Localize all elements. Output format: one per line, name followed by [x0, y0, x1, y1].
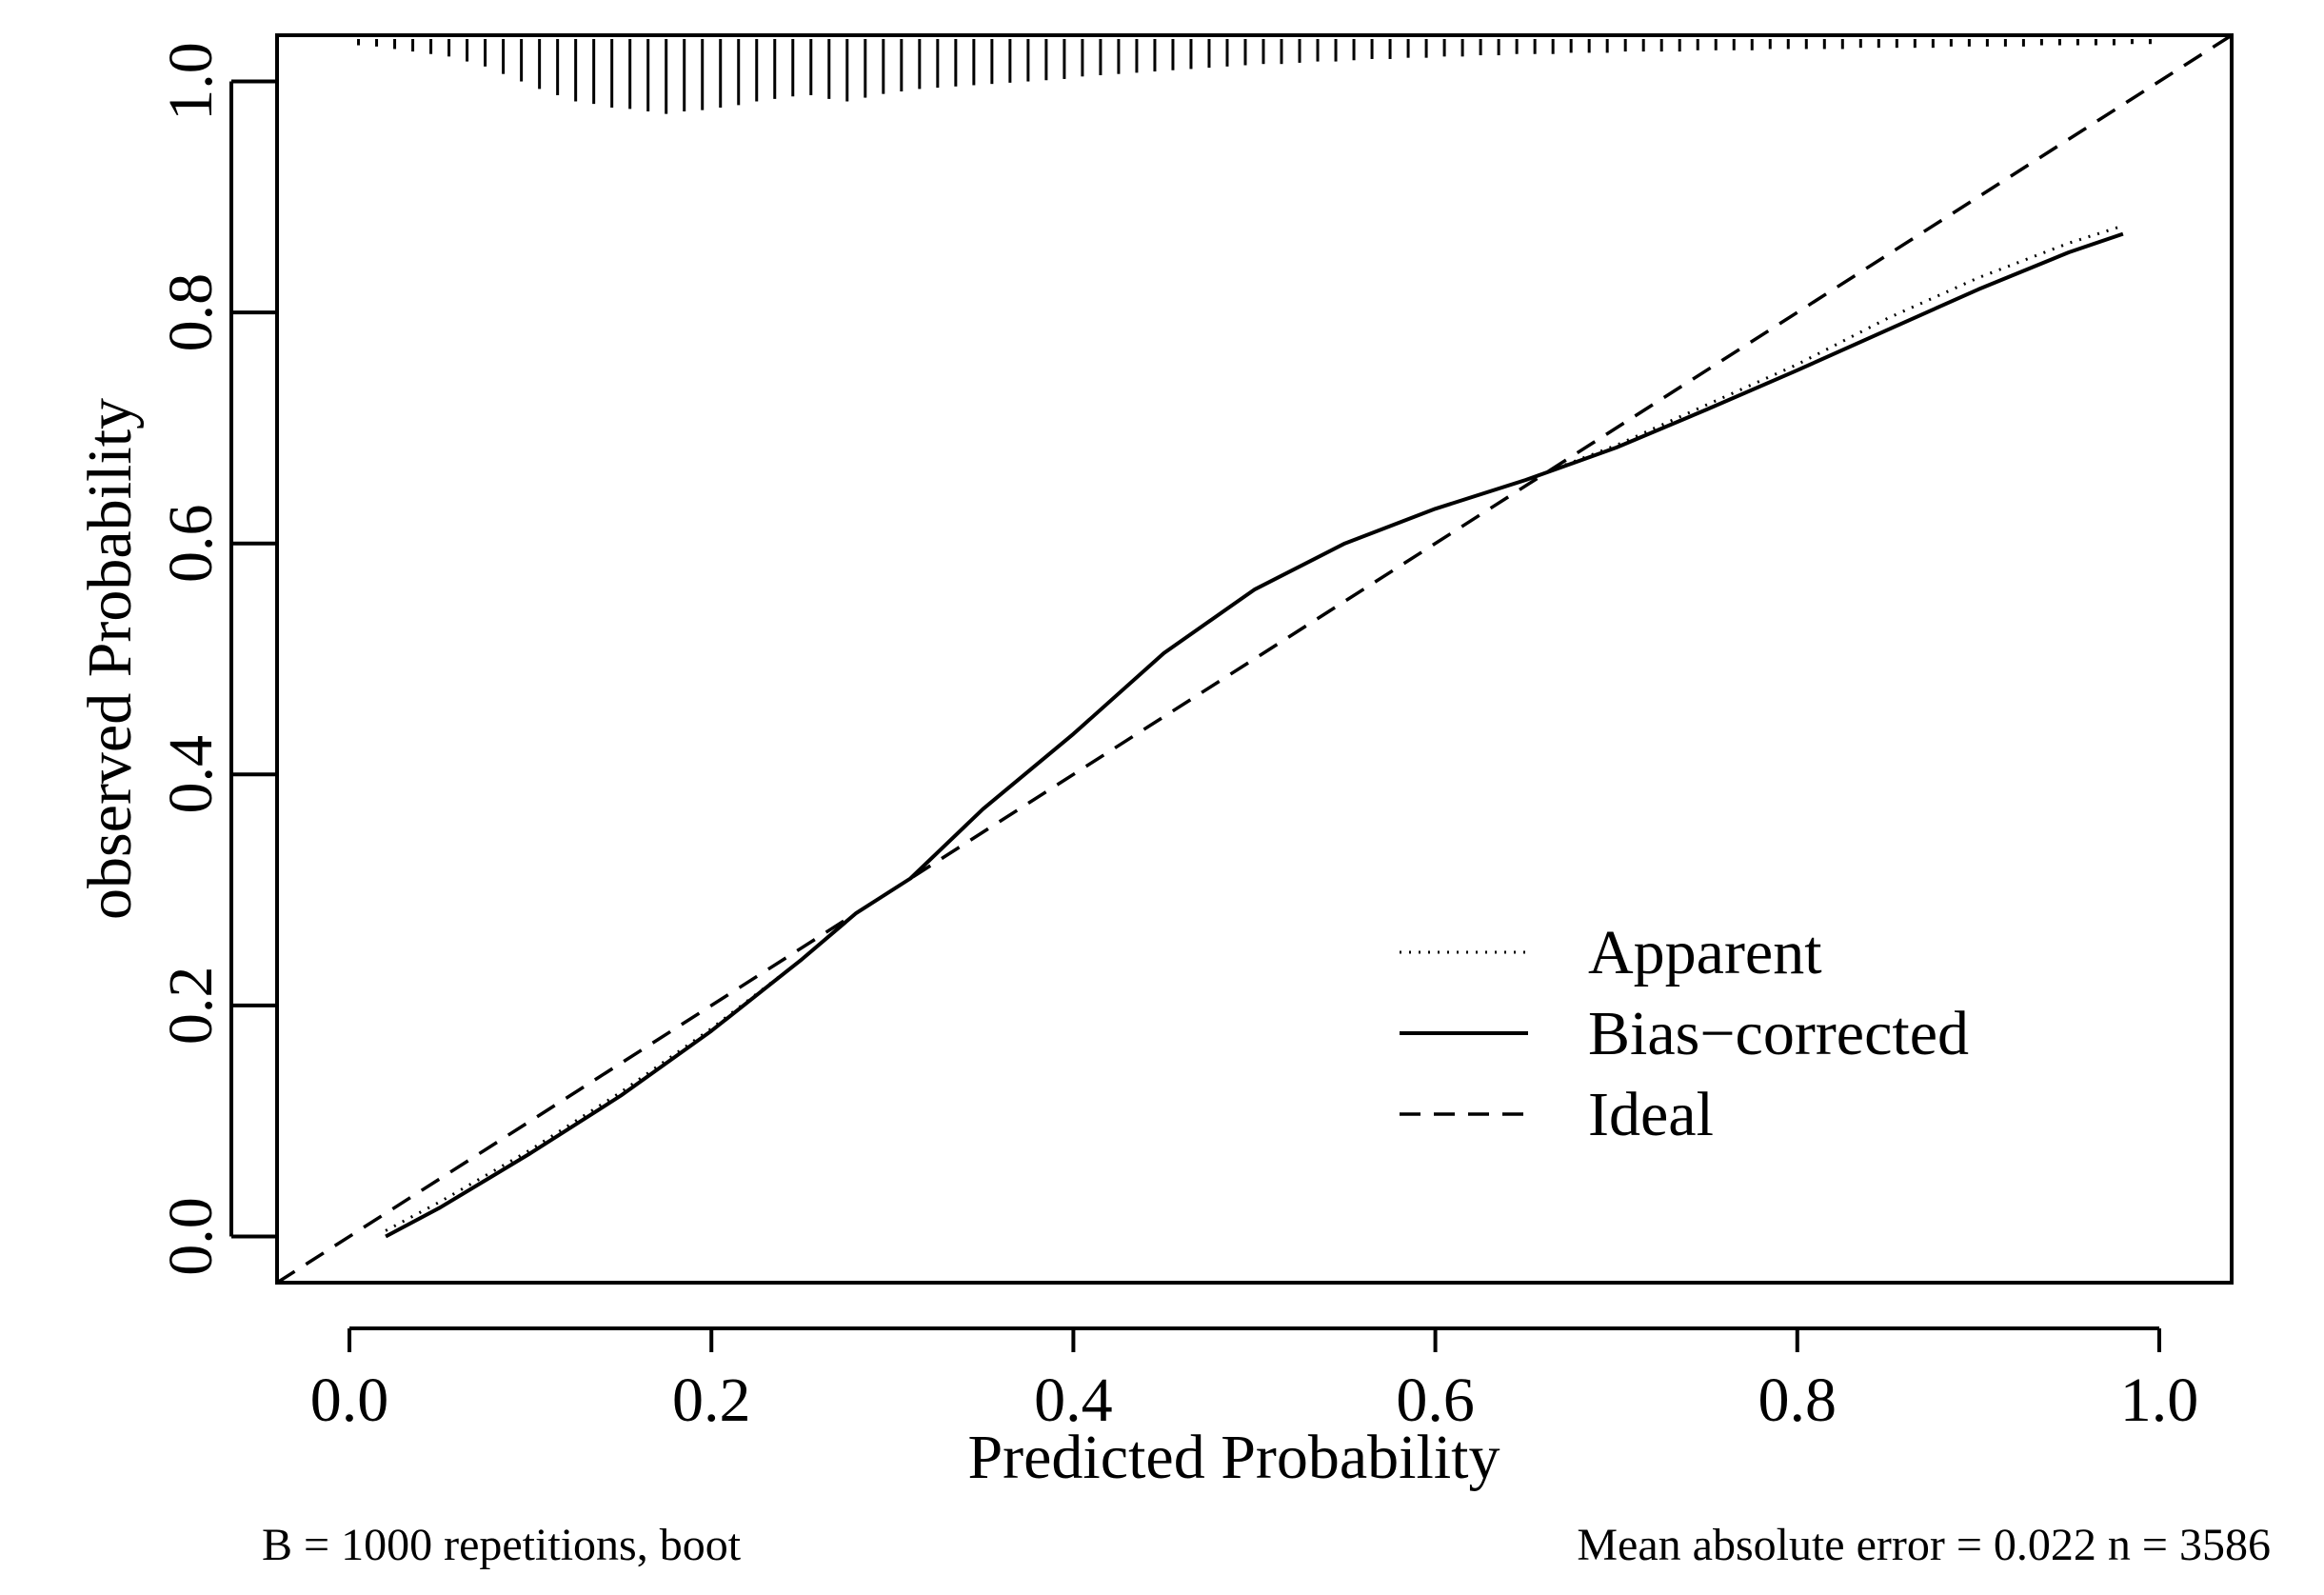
footer-repetitions: B = 1000 repetitions, boot: [262, 1520, 742, 1570]
x-tick-label: 0.6: [1396, 1366, 1475, 1435]
y-tick-label: 0.4: [156, 735, 226, 814]
x-tick-label: 0.0: [310, 1366, 389, 1435]
y-tick-label: 0.0: [156, 1197, 226, 1276]
legend-label-ideal: Ideal: [1588, 1080, 1714, 1149]
legend-label-bias-corrected: Bias−corrected: [1588, 999, 1969, 1068]
series-lines: [276, 33, 2233, 1285]
y-tick-label: 0.2: [156, 967, 226, 1046]
x-tick-label: 0.8: [1758, 1366, 1837, 1435]
x-tick-label: 0.2: [672, 1366, 751, 1435]
y-axis: 0.0 0.2 0.4 0.6 0.8 1.0: [156, 42, 277, 1276]
plot-frame: [275, 33, 2234, 1285]
y-tick-label: 1.0: [156, 42, 226, 121]
legend-label-apparent: Apparent: [1588, 918, 1822, 987]
series-line-apparent: [385, 224, 2124, 1232]
rug-marks: [357, 39, 2152, 114]
y-tick-label: 0.8: [156, 273, 226, 352]
series-line-ideal: [276, 33, 2233, 1285]
footer-error-summary: Mean absolute error = 0.022 n = 3586: [1577, 1520, 2271, 1570]
legend: Apparent Bias−corrected Ideal: [1400, 918, 1969, 1149]
series-line-bias-corrected: [385, 231, 2124, 1239]
y-tick-label: 0.6: [156, 504, 226, 583]
y-axis-title: observed Probability: [75, 398, 145, 920]
x-tick-label: 0.4: [1034, 1366, 1113, 1435]
x-tick-label: 1.0: [2120, 1366, 2199, 1435]
x-axis-title: Predicted Probability: [967, 1423, 1500, 1492]
x-axis: 0.0 0.2 0.4 0.6 0.8 1.0: [310, 1326, 2199, 1435]
